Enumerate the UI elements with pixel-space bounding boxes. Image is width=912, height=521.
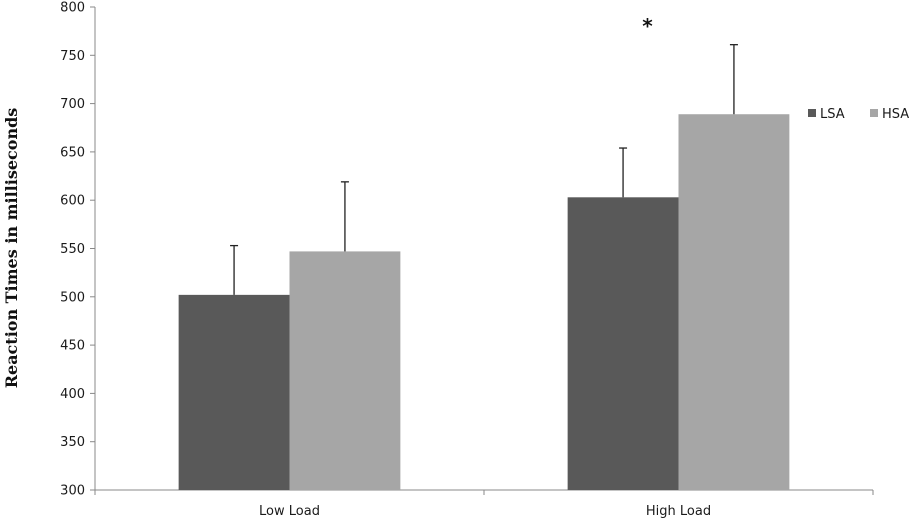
legend-label-hsa: HSA [882,107,909,122]
y-tick-label: 500 [60,290,85,305]
bar-lsa [178,294,290,490]
legend-swatch-hsa [870,109,878,117]
bar-lsa [567,197,679,490]
legend: LSA HSA [808,107,909,122]
legend-swatch-lsa [808,109,816,117]
y-tick-label: 550 [60,242,85,257]
legend-label-lsa: LSA [820,107,845,122]
bar-hsa [289,251,401,490]
x-tick-label: High Load [646,504,711,519]
x-tick-label: Low Load [259,504,320,519]
y-axis-label: Reaction Times in milliseconds [2,108,21,389]
y-tick-label: 700 [60,97,85,112]
y-tick-label: 300 [60,484,85,499]
bars [178,114,790,490]
significance-marker: * [642,14,653,38]
y-tick-label: 450 [60,339,85,354]
y-tick-label: 800 [60,1,85,16]
y-tick-label: 750 [60,49,85,64]
error-bars: * [230,14,738,295]
y-tick-label: 600 [60,194,85,209]
y-axis: 300 350 400 450 500 550 600 650 700 750 800 [60,1,96,499]
bar-hsa [678,114,790,490]
y-tick-label: 650 [60,145,85,160]
x-axis: Low Load High Load [94,489,874,519]
y-tick-label: 350 [60,435,85,450]
y-tick-label: 400 [60,387,85,402]
